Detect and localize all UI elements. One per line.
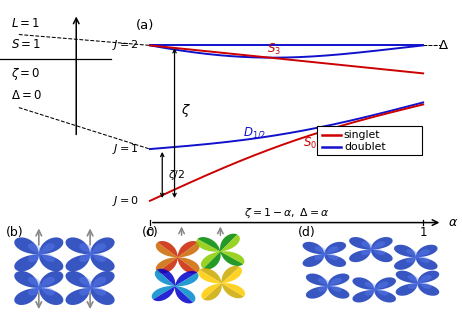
- Text: $J = 1$: $J = 1$: [112, 142, 139, 156]
- Polygon shape: [175, 273, 199, 302]
- Polygon shape: [198, 270, 222, 300]
- Polygon shape: [158, 257, 198, 274]
- Polygon shape: [152, 270, 175, 300]
- Text: $J = 2$: $J = 2$: [112, 38, 139, 52]
- Polygon shape: [28, 243, 55, 262]
- Polygon shape: [79, 277, 106, 296]
- Polygon shape: [306, 274, 349, 299]
- Text: $\Delta$: $\Delta$: [438, 39, 449, 52]
- Polygon shape: [158, 241, 198, 257]
- Polygon shape: [204, 283, 243, 300]
- Polygon shape: [203, 252, 243, 269]
- Polygon shape: [303, 242, 346, 267]
- Polygon shape: [200, 266, 240, 283]
- Text: doublet: doublet: [344, 141, 385, 152]
- Polygon shape: [220, 235, 244, 264]
- Text: (a): (a): [136, 19, 155, 32]
- Text: $S_0$: $S_0$: [303, 136, 317, 151]
- Text: $\zeta = 1-\alpha,\ \Delta = \alpha$: $\zeta = 1-\alpha,\ \Delta = \alpha$: [244, 206, 329, 220]
- Polygon shape: [349, 237, 393, 262]
- Polygon shape: [156, 242, 178, 272]
- Text: singlet: singlet: [344, 130, 380, 140]
- Polygon shape: [222, 267, 245, 297]
- Text: $\zeta = 0$: $\zeta = 0$: [11, 66, 41, 82]
- Text: $D_{1/2}$: $D_{1/2}$: [243, 126, 266, 140]
- Text: $\Delta = 0$: $\Delta = 0$: [11, 89, 42, 102]
- Text: $L = 1$: $L = 1$: [11, 17, 41, 29]
- Text: (d): (d): [298, 226, 316, 239]
- Polygon shape: [153, 286, 193, 303]
- Polygon shape: [28, 277, 55, 296]
- Polygon shape: [197, 234, 237, 252]
- Polygon shape: [196, 239, 220, 268]
- Text: $\zeta$: $\zeta$: [182, 102, 191, 119]
- Polygon shape: [361, 241, 385, 255]
- Polygon shape: [66, 271, 115, 305]
- Polygon shape: [408, 275, 432, 289]
- Polygon shape: [353, 277, 396, 302]
- Polygon shape: [14, 237, 63, 271]
- Polygon shape: [394, 245, 438, 270]
- Polygon shape: [178, 242, 200, 272]
- FancyBboxPatch shape: [316, 126, 422, 155]
- Polygon shape: [66, 237, 115, 271]
- Polygon shape: [315, 246, 339, 260]
- Text: $J = 0$: $J = 0$: [112, 194, 139, 208]
- Polygon shape: [395, 271, 439, 296]
- Text: (c): (c): [141, 226, 158, 239]
- Polygon shape: [157, 269, 197, 286]
- Text: $S_3$: $S_3$: [267, 42, 281, 57]
- Polygon shape: [318, 278, 342, 292]
- Text: 1: 1: [419, 227, 427, 239]
- Polygon shape: [79, 243, 106, 262]
- Polygon shape: [406, 249, 430, 263]
- Text: $\alpha$: $\alpha$: [448, 216, 458, 229]
- Text: $\zeta/2$: $\zeta/2$: [168, 168, 185, 182]
- Polygon shape: [365, 282, 389, 296]
- Polygon shape: [14, 271, 63, 305]
- Text: (b): (b): [6, 226, 23, 239]
- Text: 0: 0: [146, 227, 154, 239]
- Text: $S = 1$: $S = 1$: [11, 38, 41, 51]
